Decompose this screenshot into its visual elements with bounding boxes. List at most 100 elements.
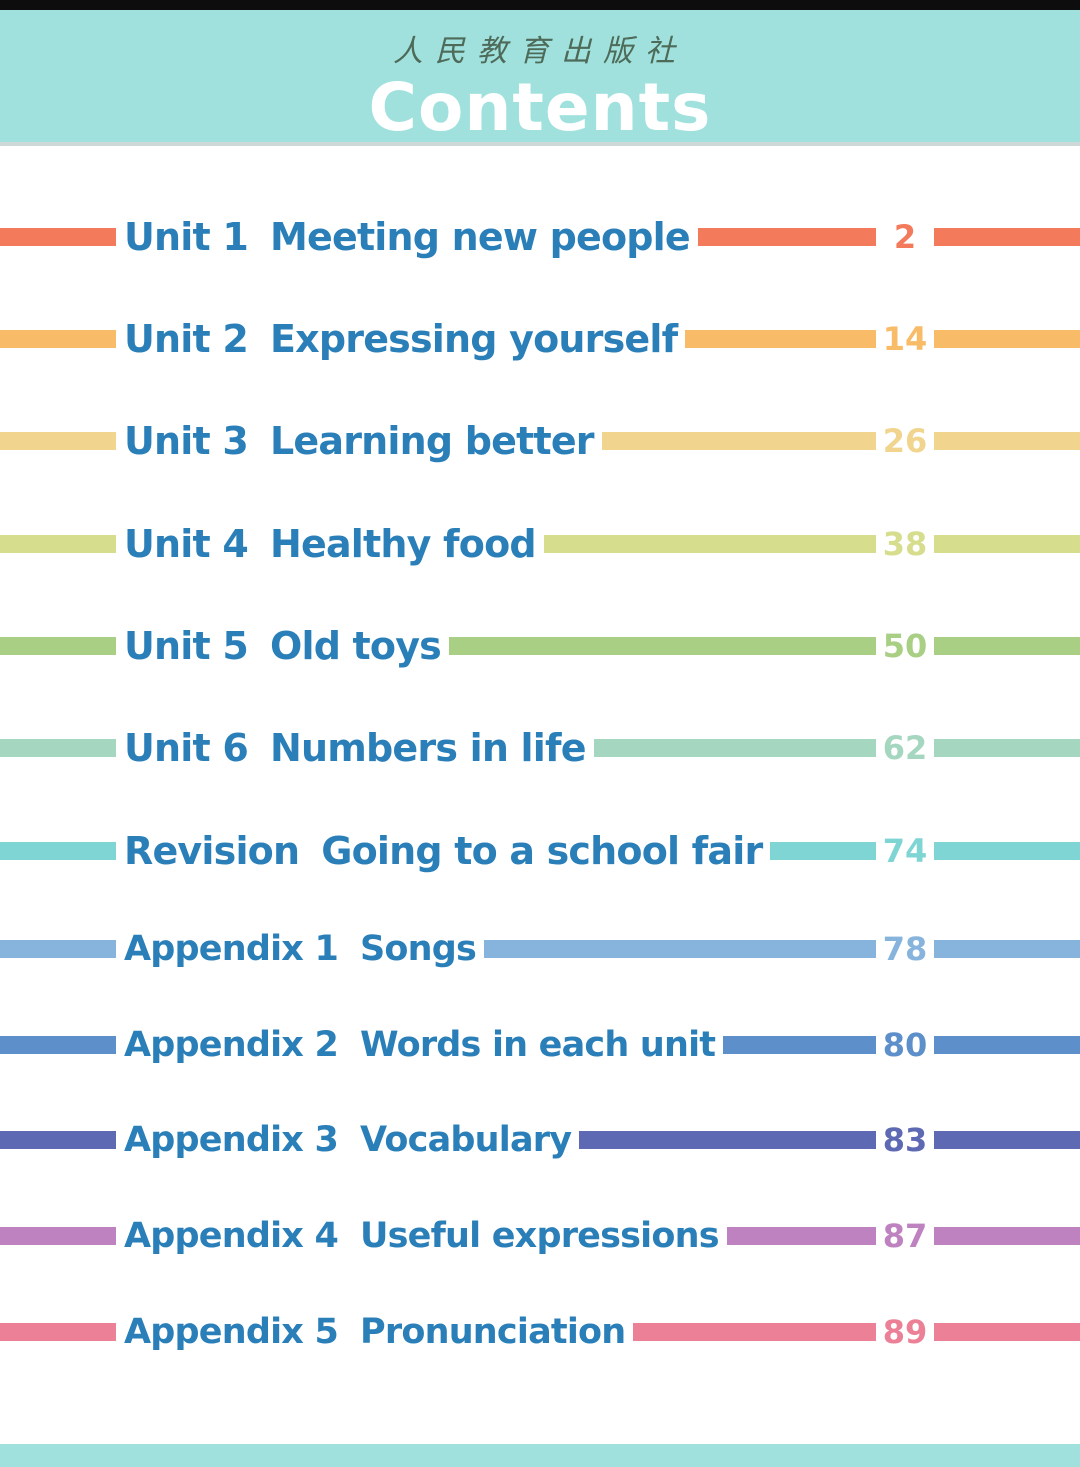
entry-number: Unit 1 [124, 215, 249, 259]
entry-name: Numbers in life [269, 726, 586, 770]
color-bar-left [0, 1131, 116, 1149]
entry-name: Pronunciation [360, 1312, 626, 1352]
entry-number: Appendix 3 [124, 1120, 339, 1160]
entry-name: Healthy food [269, 522, 537, 566]
header-divider [0, 142, 1080, 146]
entry-name: Going to a school fair [321, 829, 763, 873]
leader-bar [698, 228, 876, 246]
page-number: 89 [876, 1297, 934, 1367]
leader-bar [544, 535, 876, 553]
page-number: 74 [876, 816, 934, 886]
toc-entry-title: Appendix 5 Pronunciation [124, 1297, 634, 1367]
leader-bar [602, 432, 876, 450]
toc-entry-title: Unit 3 Learning better [124, 406, 602, 476]
toc-entry-title: Unit 4 Healthy food [124, 509, 544, 579]
entry-number: Appendix 1 [124, 929, 339, 969]
entry-number: Unit 3 [124, 419, 249, 463]
toc-entry[interactable]: Unit 6 Numbers in life 62 [0, 713, 1080, 783]
page-number: 78 [876, 914, 934, 984]
entry-number: Unit 4 [124, 522, 249, 566]
color-bar-left [0, 739, 116, 757]
leader-bar [484, 940, 876, 958]
color-bar-right [934, 1227, 1080, 1245]
color-bar-left [0, 842, 116, 860]
toc-entry[interactable]: Unit 5 Old toys 50 [0, 611, 1080, 681]
color-bar-left [0, 1227, 116, 1245]
page-number: 38 [876, 509, 934, 579]
entry-name: Expressing yourself [269, 317, 678, 361]
entry-name: Words in each unit [360, 1025, 716, 1065]
top-border [0, 0, 1080, 10]
toc-entry-title: Appendix 4 Useful expressions [124, 1201, 727, 1271]
toc-entry[interactable]: Unit 1 Meeting new people 2 [0, 202, 1080, 272]
toc-entry[interactable]: Unit 3 Learning better 26 [0, 406, 1080, 476]
publisher-logo: 人民教育出版社 [393, 34, 687, 69]
toc-entry[interactable]: Unit 2 Expressing yourself 14 [0, 304, 1080, 374]
color-bar-right [934, 1131, 1080, 1149]
page-number: 62 [876, 713, 934, 783]
color-bar-left [0, 1036, 116, 1054]
leader-bar [723, 1036, 876, 1054]
color-bar-left [0, 637, 116, 655]
color-bar-left [0, 1323, 116, 1341]
color-bar-right [934, 637, 1080, 655]
color-bar-right [934, 330, 1080, 348]
leader-bar [633, 1323, 876, 1341]
leader-bar [685, 330, 876, 348]
color-bar-left [0, 228, 116, 246]
leader-bar [594, 739, 876, 757]
page-number: 83 [876, 1105, 934, 1175]
leader-bar [579, 1131, 876, 1149]
toc-entry-title: Revision Going to a school fair [124, 816, 771, 886]
entry-number: Revision [124, 829, 300, 873]
color-bar-right [934, 535, 1080, 553]
toc-entry[interactable]: Appendix 5 Pronunciation 89 [0, 1297, 1080, 1367]
toc-entry[interactable]: Appendix 4 Useful expressions 87 [0, 1201, 1080, 1271]
toc-entry[interactable]: Appendix 1 Songs 78 [0, 914, 1080, 984]
leader-bar [449, 637, 876, 655]
leader-bar [727, 1227, 876, 1245]
entry-number: Appendix 2 [124, 1025, 339, 1065]
entry-number: Unit 5 [124, 624, 249, 668]
toc-entry[interactable]: Revision Going to a school fair 74 [0, 816, 1080, 886]
color-bar-right [934, 739, 1080, 757]
toc-entry-title: Unit 5 Old toys [124, 611, 450, 681]
page-number: 2 [876, 202, 934, 272]
entry-number: Unit 2 [124, 317, 249, 361]
page-number: 26 [876, 406, 934, 476]
entry-number: Appendix 4 [124, 1216, 339, 1256]
entry-name: Meeting new people [269, 215, 691, 259]
toc-entry[interactable]: Appendix 2 Words in each unit 80 [0, 1010, 1080, 1080]
color-bar-right [934, 432, 1080, 450]
entry-name: Old toys [269, 624, 442, 668]
page-number: 80 [876, 1010, 934, 1080]
entry-name: Songs [360, 929, 477, 969]
color-bar-right [934, 842, 1080, 860]
leader-bar [770, 842, 876, 860]
entry-name: Learning better [269, 419, 595, 463]
color-bar-right [934, 1036, 1080, 1054]
color-bar-left [0, 535, 116, 553]
page-number: 50 [876, 611, 934, 681]
toc-entry-title: Appendix 2 Words in each unit [124, 1010, 724, 1080]
entry-name: Vocabulary [360, 1120, 572, 1160]
page-number: 14 [876, 304, 934, 374]
entry-name: Useful expressions [360, 1216, 720, 1256]
page-title: Contents [368, 69, 712, 146]
toc-entry-title: Unit 2 Expressing yourself [124, 304, 686, 374]
page-number: 87 [876, 1201, 934, 1271]
toc-entry-title: Unit 1 Meeting new people [124, 202, 698, 272]
toc-entry-title: Unit 6 Numbers in life [124, 713, 594, 783]
color-bar-right [934, 1323, 1080, 1341]
footer-band [0, 1444, 1080, 1467]
entry-number: Appendix 5 [124, 1312, 339, 1352]
color-bar-left [0, 432, 116, 450]
toc-entry-title: Appendix 3 Vocabulary [124, 1105, 580, 1175]
header-banner: 人民教育出版社 Contents [0, 10, 1080, 146]
color-bar-right [934, 228, 1080, 246]
toc-entry-title: Appendix 1 Songs [124, 914, 485, 984]
color-bar-left [0, 940, 116, 958]
toc-entry[interactable]: Appendix 3 Vocabulary 83 [0, 1105, 1080, 1175]
toc-entry[interactable]: Unit 4 Healthy food 38 [0, 509, 1080, 579]
